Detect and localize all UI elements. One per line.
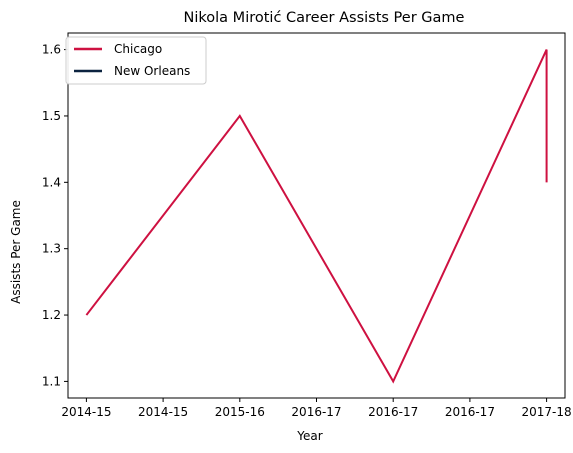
- y-axis-label: Assists Per Game: [9, 200, 23, 304]
- x-tick-label: 2017-18: [522, 405, 572, 419]
- plot-area-frame: [67, 32, 566, 399]
- x-tick-label: 2015-16: [215, 405, 265, 419]
- x-axis: 2014-15 2014-15 2015-16 2016-17 2016-17 2016-…: [61, 398, 572, 419]
- legend: Chicago New Orleans: [65, 36, 207, 85]
- y-tick-label: 1.6: [42, 43, 61, 57]
- x-tick-label: 2016-17: [291, 405, 341, 419]
- y-tick-label: 1.4: [42, 175, 61, 189]
- series-line-chicago: [85, 49, 548, 384]
- chart-title: Nikola Mirotić Career Assists Per Game: [184, 10, 465, 26]
- legend-label: Chicago: [114, 42, 162, 56]
- x-tick-label: 2014-15: [138, 405, 188, 419]
- y-tick-label: 1.2: [42, 308, 61, 322]
- y-tick-label: 1.5: [42, 109, 61, 123]
- legend-label: New Orleans: [114, 64, 190, 78]
- x-tick-label: 2016-17: [368, 405, 418, 419]
- y-axis: 1.1 1.2 1.3 1.4 1.5 1.6: [42, 43, 68, 388]
- x-tick-label: 2016-17: [445, 405, 495, 419]
- y-tick-label: 1.1: [42, 374, 61, 388]
- series-layer: [85, 49, 548, 384]
- y-tick-label: 1.3: [42, 242, 61, 256]
- x-tick-label: 2014-15: [61, 405, 111, 419]
- x-axis-label: Year: [296, 429, 322, 443]
